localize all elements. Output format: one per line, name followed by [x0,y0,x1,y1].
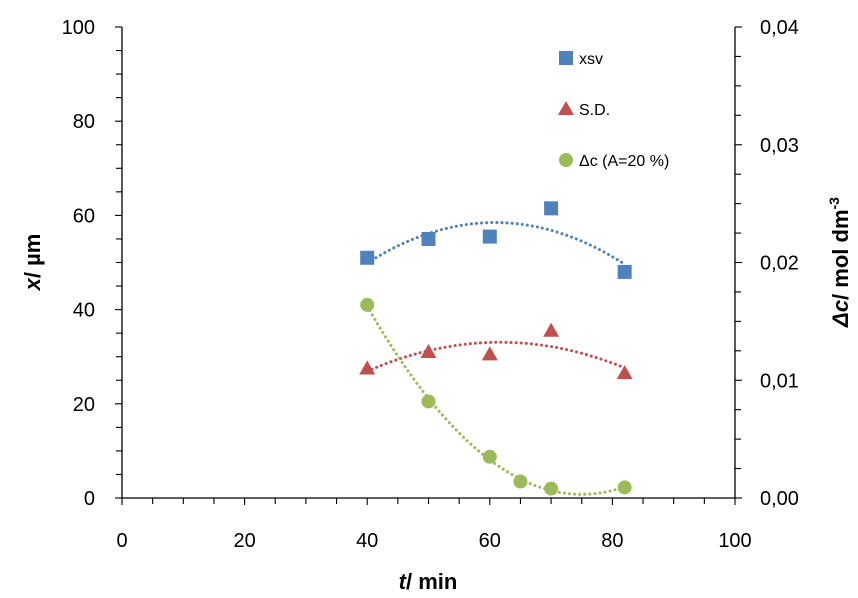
trendline-1 [365,340,627,373]
x-tick-label: 100 [718,530,751,552]
marker-triangle [616,365,633,380]
marker-square [360,250,375,265]
marker-circle [482,449,497,464]
y-left-axis-title-unit: / µm [20,234,45,278]
markers [359,201,633,496]
y-left-axis-title-variable: x [20,277,45,291]
marker-circle [617,480,632,495]
marker-square [421,231,436,246]
x-tick-label: 40 [356,530,378,552]
y-right-tick-label: 0,03 [760,135,799,157]
x-axis-title-unit: / min [406,569,457,594]
marker-circle [544,481,559,496]
x-tick-label: 80 [601,530,623,552]
x-axis-title-variable: t [399,569,408,594]
legend-label: Δc (A=20 %) [579,153,669,170]
axes [121,27,736,499]
trendlines [365,221,627,496]
marker-triangle [481,346,498,361]
y-right-tick-label: 0,00 [760,488,799,510]
legend: xsv S.D. Δc (A=20 %) [558,51,669,170]
marker-triangle [543,322,560,337]
y-right-tick-label: 0,04 [760,17,799,39]
y-left-tick-label: 60 [73,205,95,227]
marker-triangle [420,343,437,358]
legend-label: xsv [579,51,603,68]
marker-circle [513,474,528,489]
marker-square [544,201,559,216]
y-right-axis-title-variable: Δc [828,300,853,328]
legend-marker-triangle [558,101,574,115]
y-left-tick-label: 20 [73,394,95,416]
marker-triangle [359,360,376,375]
ticks: 0 20 40 60 80 100 0 20 40 60 80 100 0,00 0,01 0,02 0,03… [62,17,799,552]
y-left-tick-label: 80 [73,111,95,133]
x-axis-title: t/ min [399,569,458,594]
marker-square [482,229,497,244]
legend-marker-circle [559,153,573,167]
y-left-tick-label: 100 [62,17,95,39]
y-right-axis-title-unit: / mol dm [828,209,853,299]
y-right-tick-label: 0,02 [760,253,799,275]
trendline-0 [365,221,627,266]
marker-square [617,264,632,279]
marker-circle [360,297,375,312]
y-right-tick-label: 0,01 [760,370,799,392]
trendline-2 [365,304,627,496]
legend-label: S.D. [579,102,610,119]
marker-circle [421,394,436,409]
y-left-tick-label: 40 [73,300,95,322]
y-right-axis-title-superscript: -3 [826,197,842,210]
x-tick-label: 20 [233,530,255,552]
y-left-axis-title: x/ µm [20,234,45,292]
y-left-tick-label: 0 [84,488,95,510]
x-tick-label: 60 [479,530,501,552]
x-tick-label: 0 [116,530,127,552]
axis-titles: t/ min x/ µm Δc/ mol dm-3 [20,197,853,594]
y-right-axis-title: Δc/ mol dm-3 [826,197,853,328]
legend-marker-square [559,51,573,65]
